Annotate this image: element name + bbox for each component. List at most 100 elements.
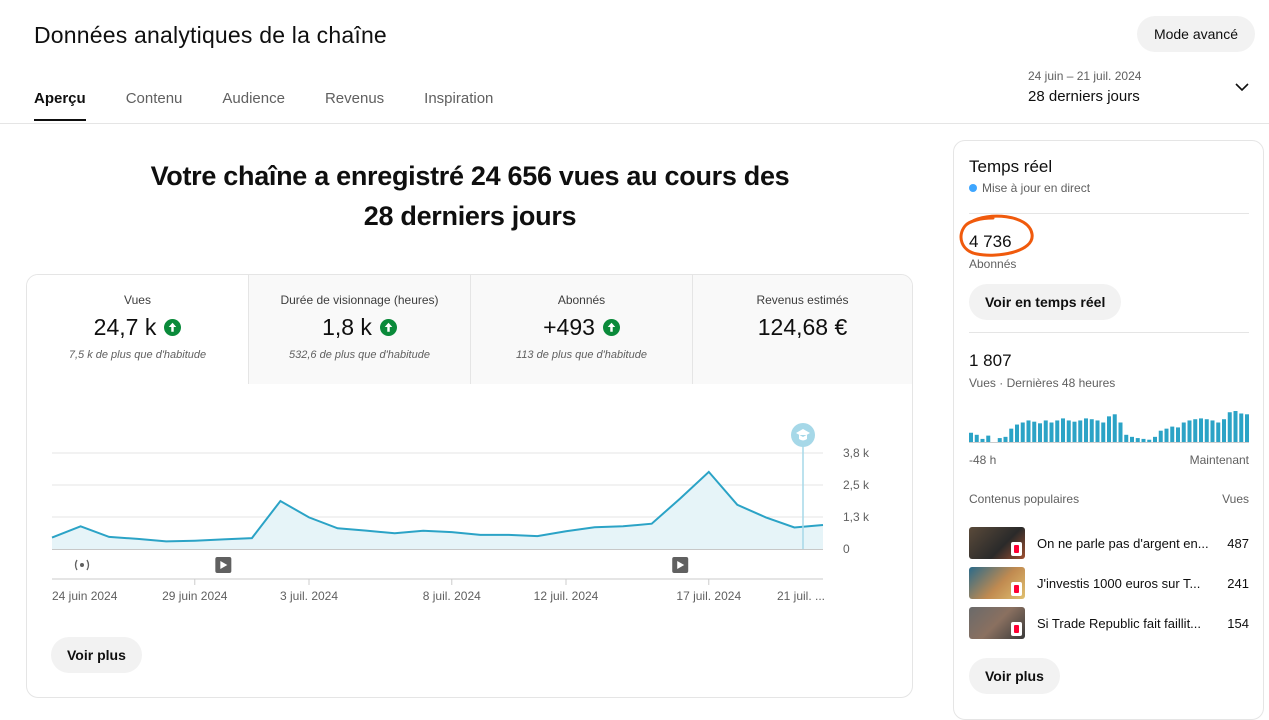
realtime-bar bbox=[1216, 422, 1221, 443]
period-selector[interactable]: 28 derniers jours bbox=[1028, 88, 1140, 105]
tab-inspiration[interactable]: Inspiration bbox=[424, 90, 494, 107]
realtime-bar bbox=[1043, 420, 1048, 443]
live-dot-icon bbox=[969, 184, 977, 192]
popular-content-header: Contenus populaires bbox=[969, 492, 1080, 506]
realtime-bar bbox=[1147, 439, 1152, 443]
bar-axis bbox=[969, 442, 1249, 443]
realtime-bar bbox=[1164, 428, 1169, 443]
metric-views[interactable]: Vues 24,7 k 7,5 k de plus que d'habitude bbox=[27, 275, 248, 384]
realtime-bar bbox=[1245, 414, 1249, 443]
subscriber-label: Abonnés bbox=[969, 257, 1017, 271]
y-tick-label: 0 bbox=[843, 542, 850, 556]
x-tick-label: 8 juil. 2024 bbox=[423, 589, 481, 603]
metric-label: Durée de visionnage (heures) bbox=[280, 293, 439, 307]
arrow-up-icon bbox=[164, 319, 182, 336]
area-fill bbox=[52, 471, 823, 549]
metric-label: Vues bbox=[124, 293, 151, 307]
realtime-bar bbox=[1072, 421, 1077, 443]
y-tick-label: 2,5 k bbox=[843, 478, 870, 492]
realtime-bar bbox=[1204, 419, 1209, 443]
see-more-button[interactable]: Voir plus bbox=[51, 637, 142, 673]
video-views: 241 bbox=[1227, 575, 1249, 591]
see-realtime-button[interactable]: Voir en temps réel bbox=[969, 284, 1122, 320]
realtime-bar-chart bbox=[969, 411, 1249, 443]
realtime-bar bbox=[1124, 434, 1129, 443]
arrow-up-icon bbox=[602, 319, 620, 336]
video-thumbnail bbox=[969, 607, 1025, 639]
realtime-bar bbox=[1187, 420, 1192, 443]
metric-value: 124,68 € bbox=[757, 314, 848, 340]
realtime-bar bbox=[1210, 420, 1215, 443]
tab-bar: Aperçu Contenu Audience Revenus Inspirat… bbox=[34, 90, 493, 121]
popular-views-header: Vues bbox=[1222, 492, 1249, 506]
x-tick-label: 21 juil. ... bbox=[777, 589, 825, 603]
realtime-bar bbox=[1061, 418, 1065, 443]
metric-comparison: 532,6 de plus que d'habitude bbox=[289, 349, 430, 361]
realtime-bar bbox=[1078, 420, 1083, 443]
metric-comparison: 7,5 k de plus que d'habitude bbox=[68, 349, 207, 361]
shorts-icon bbox=[1011, 622, 1022, 636]
realtime-bar bbox=[997, 438, 1002, 443]
realtime-bar bbox=[1118, 422, 1123, 443]
tab-audience[interactable]: Audience bbox=[222, 90, 285, 107]
realtime-bar bbox=[1193, 419, 1198, 443]
realtime-views-count: 1 807 bbox=[969, 351, 1012, 370]
metric-label: Abonnés bbox=[557, 293, 606, 307]
shorts-icon bbox=[1011, 542, 1022, 556]
headline-line-2: 28 derniers jours bbox=[363, 201, 577, 231]
graduation-cap-glyph bbox=[796, 429, 810, 441]
live-icon bbox=[80, 563, 84, 567]
popular-video-row[interactable]: Si Trade Republic fait faillit... 154 bbox=[969, 607, 1249, 639]
video-title: J'investis 1000 euros sur T... bbox=[1037, 575, 1201, 591]
play-icon-glyph bbox=[677, 561, 685, 569]
divider bbox=[969, 332, 1249, 333]
bars-end-label: Maintenant bbox=[1189, 453, 1249, 467]
popular-video-row[interactable]: On ne parle pas d'argent en... 487 bbox=[969, 527, 1249, 559]
live-label: Mise à jour en direct bbox=[982, 181, 1091, 195]
metric-label: Revenus estimés bbox=[756, 293, 849, 307]
realtime-bar bbox=[1055, 420, 1060, 443]
tab-overview[interactable]: Aperçu bbox=[34, 90, 86, 121]
realtime-bar bbox=[1135, 438, 1140, 443]
realtime-title: Temps réel bbox=[969, 157, 1053, 176]
video-title: On ne parle pas d'argent en... bbox=[1037, 535, 1209, 551]
video-thumbnail bbox=[969, 527, 1025, 559]
x-tick-label: 3 juil. 2024 bbox=[280, 589, 338, 603]
metric-revenue[interactable]: Revenus estimés 124,68 € bbox=[692, 275, 912, 384]
realtime-bar bbox=[1020, 422, 1025, 443]
date-range[interactable]: 24 juin – 21 juil. 2024 bbox=[1028, 69, 1142, 83]
metric-watch-time[interactable]: Durée de visionnage (heures) 1,8 k 532,6… bbox=[248, 275, 470, 384]
realtime-bar bbox=[969, 432, 973, 443]
video-title: Si Trade Republic fait faillit... bbox=[1037, 615, 1202, 631]
metric-value: 24,7 k bbox=[93, 314, 157, 340]
live-status: Mise à jour en direct bbox=[969, 181, 1090, 195]
header-divider bbox=[0, 123, 1269, 124]
tab-revenue[interactable]: Revenus bbox=[324, 90, 385, 107]
chevron-down-icon[interactable] bbox=[1234, 82, 1250, 94]
arrow-up-icon bbox=[379, 319, 397, 336]
x-tick-label: 24 juin 2024 bbox=[52, 589, 118, 603]
advanced-mode-button[interactable]: Mode avancé bbox=[1136, 16, 1255, 52]
realtime-bar bbox=[1239, 413, 1244, 443]
y-tick-label: 3,8 k bbox=[843, 446, 870, 460]
metric-subscribers[interactable]: Abonnés +493 113 de plus que d'habitude bbox=[470, 275, 692, 384]
realtime-bar bbox=[1112, 414, 1117, 443]
series-line bbox=[51, 470, 824, 543]
shorts-icon bbox=[1011, 582, 1022, 596]
realtime-bar bbox=[1141, 438, 1146, 443]
realtime-bar bbox=[1176, 427, 1180, 443]
realtime-see-more-button[interactable]: Voir plus bbox=[969, 658, 1060, 694]
metric-value: 1,8 k bbox=[322, 314, 372, 340]
realtime-bar bbox=[1101, 422, 1106, 443]
video-views: 487 bbox=[1227, 535, 1249, 551]
tab-content[interactable]: Contenu bbox=[125, 90, 183, 107]
metric-comparison: 113 de plus que d'habitude bbox=[516, 349, 647, 361]
realtime-bar bbox=[1089, 419, 1094, 443]
page-title: Données analytiques de la chaîne bbox=[34, 22, 387, 48]
y-tick-label: 1,3 k bbox=[843, 510, 870, 524]
metric-tabs: Vues 24,7 k 7,5 k de plus que d'habitude… bbox=[27, 275, 912, 384]
popular-video-row[interactable]: J'investis 1000 euros sur T... 241 bbox=[969, 567, 1249, 599]
x-tick-label: 17 juil. 2024 bbox=[676, 589, 741, 603]
video-thumbnail bbox=[969, 567, 1025, 599]
realtime-bar bbox=[1107, 416, 1111, 443]
